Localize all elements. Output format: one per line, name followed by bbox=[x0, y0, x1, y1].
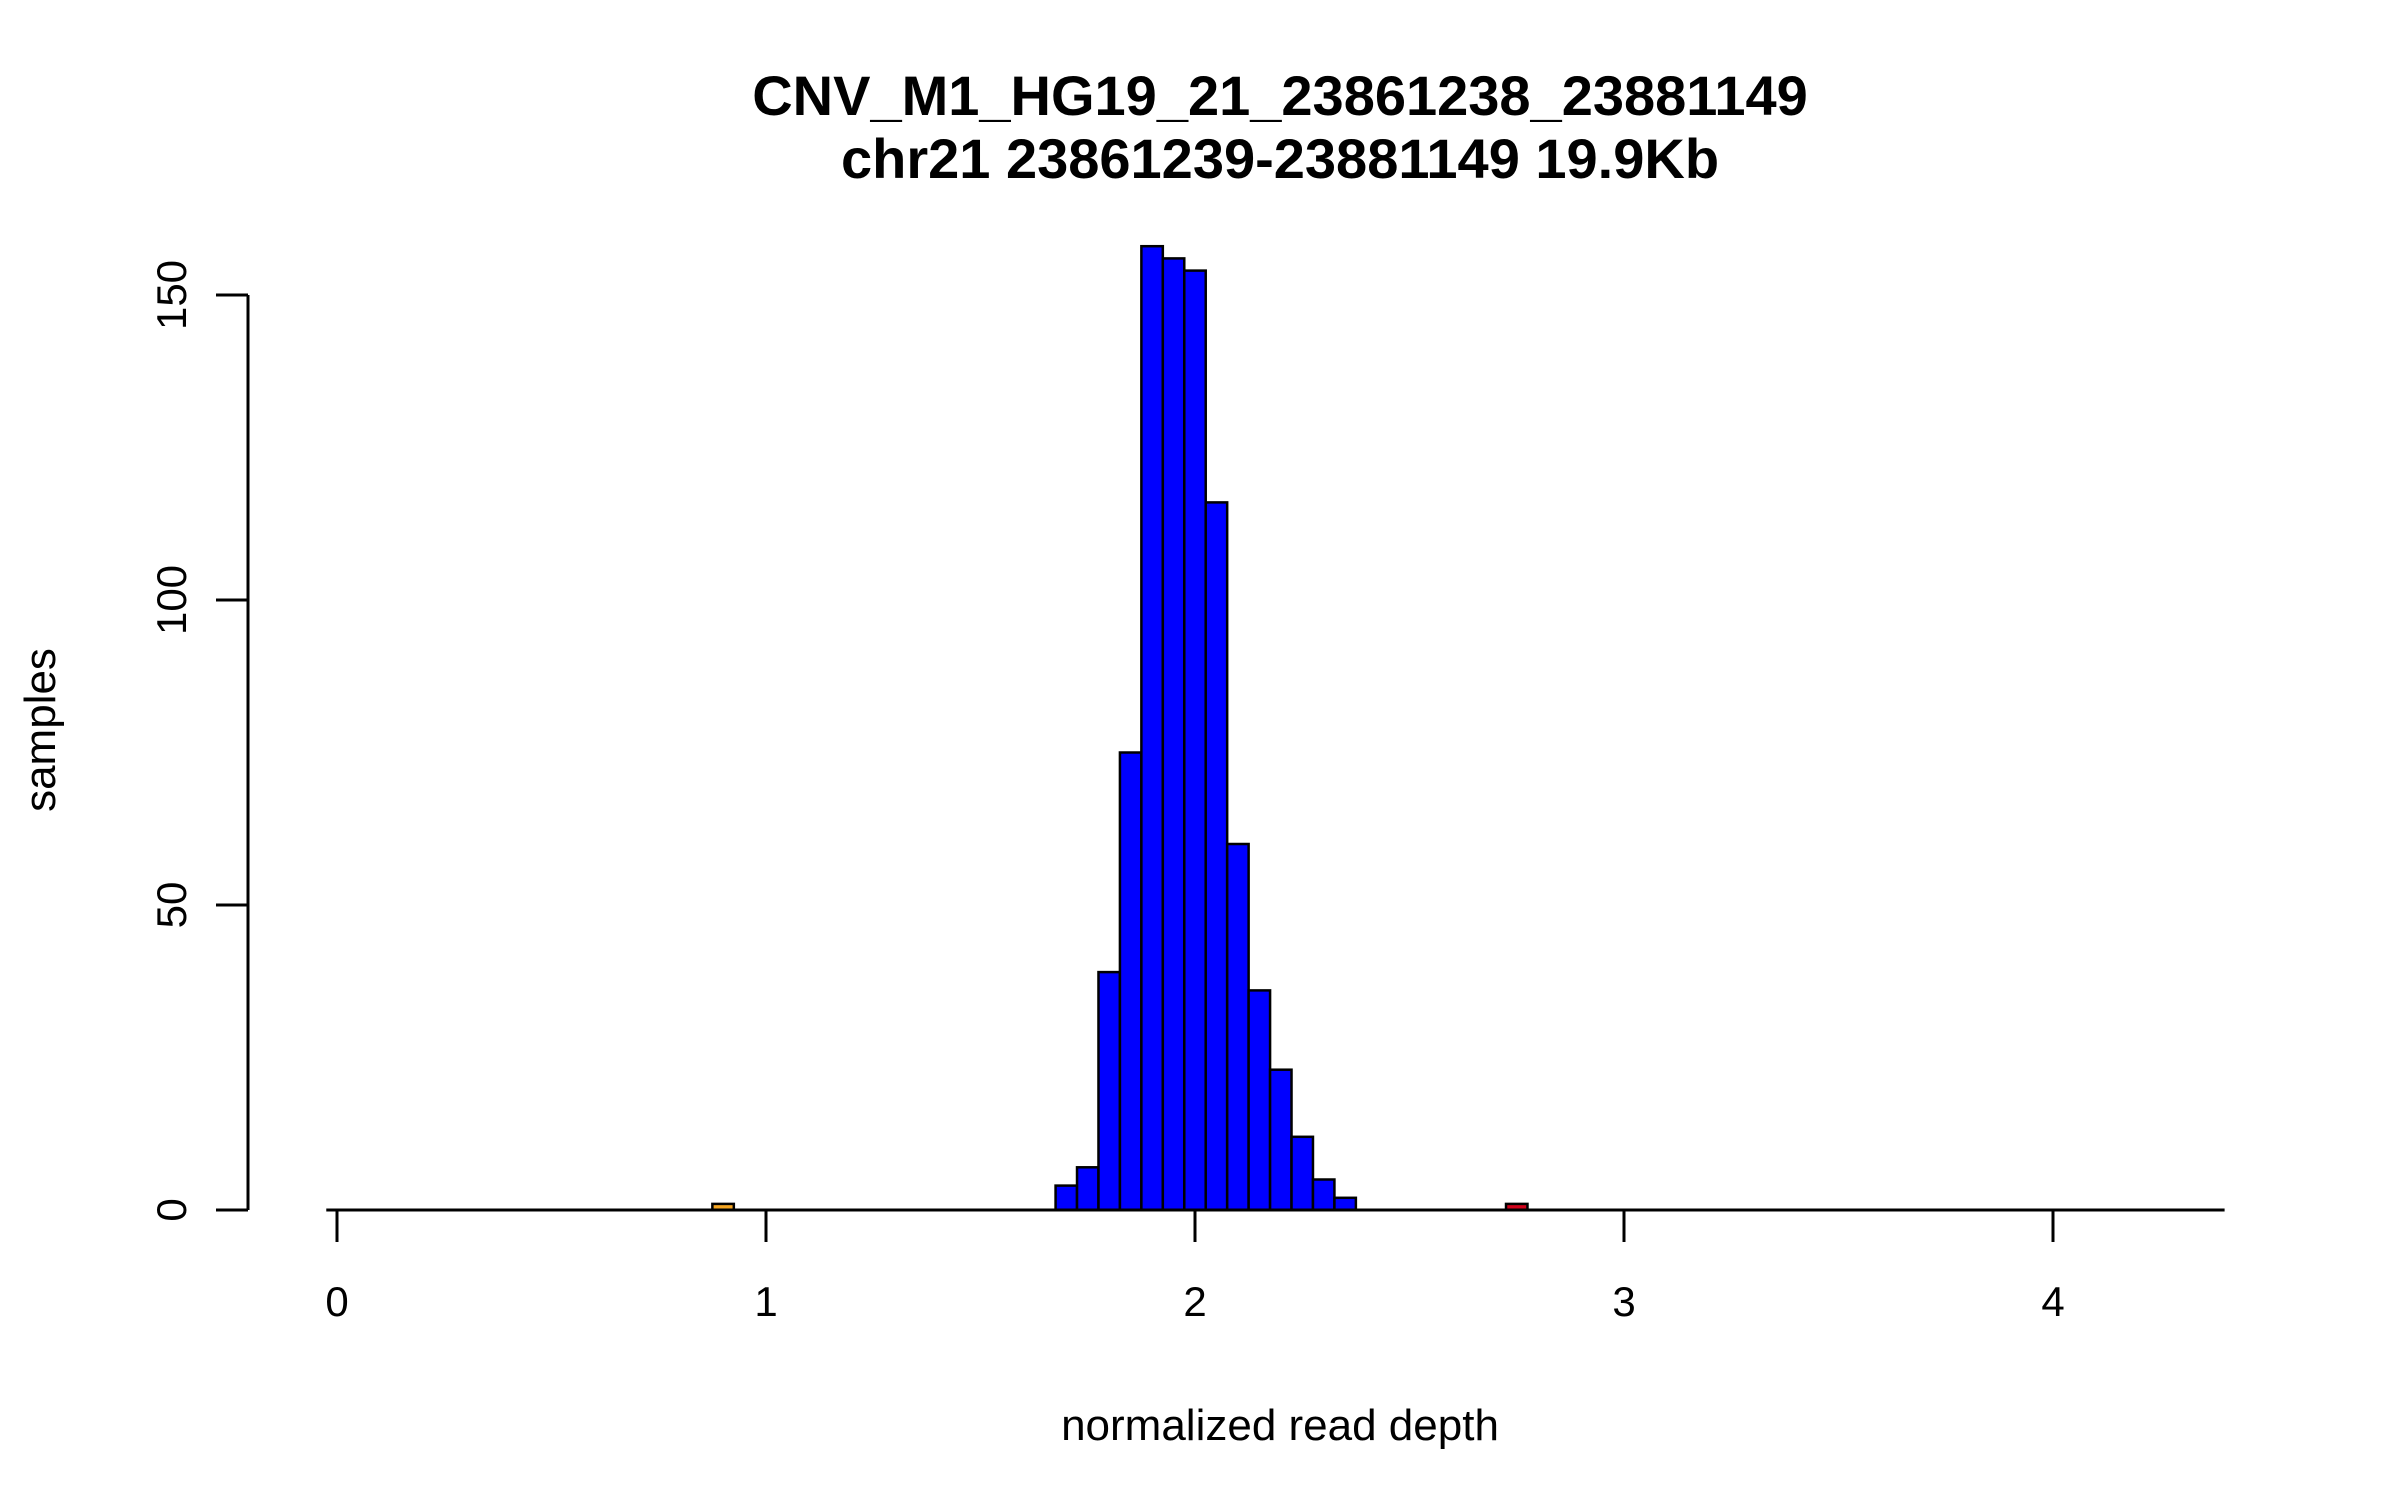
x-axis: 0 1 2 3 4 bbox=[325, 1210, 2065, 1325]
x-tick-label: 3 bbox=[1612, 1278, 1635, 1325]
histogram-bar bbox=[1161, 257, 1186, 1212]
histogram-bar bbox=[1311, 1178, 1336, 1212]
histogram-bars bbox=[711, 244, 1529, 1212]
x-axis-label: normalized read depth bbox=[1061, 1401, 1499, 1450]
y-tick-label: 100 bbox=[148, 565, 195, 635]
x-tick-label: 4 bbox=[2041, 1278, 2064, 1325]
chart-title: CNV_M1_HG19_21_23861238_23881149 bbox=[752, 64, 1808, 127]
chart-subtitle: chr21 23861239-23881149 19.9Kb bbox=[841, 127, 1719, 190]
x-tick-label: 1 bbox=[754, 1278, 777, 1325]
histogram-bar bbox=[1290, 1135, 1315, 1212]
histogram-bar bbox=[1075, 1166, 1100, 1212]
histogram-bar bbox=[1268, 1068, 1293, 1212]
y-tick-label: 0 bbox=[148, 1198, 195, 1221]
histogram-bar bbox=[1333, 1196, 1358, 1212]
histogram-bar bbox=[1183, 269, 1207, 1212]
histogram-bar bbox=[1225, 842, 1250, 1212]
histogram-bar bbox=[1204, 501, 1229, 1212]
x-tick-label: 2 bbox=[1183, 1278, 1206, 1325]
histogram-bar bbox=[1247, 989, 1272, 1212]
histogram-bar bbox=[1054, 1184, 1079, 1212]
y-axis: 0 50 100 150 bbox=[148, 260, 250, 1222]
x-tick-label: 0 bbox=[325, 1278, 348, 1325]
y-tick-label: 50 bbox=[148, 882, 195, 929]
histogram-bar bbox=[1097, 970, 1122, 1212]
histogram-bar bbox=[1118, 751, 1143, 1212]
y-tick-label: 150 bbox=[148, 260, 195, 330]
y-axis-label: samples bbox=[16, 648, 65, 812]
histogram-bar bbox=[1140, 244, 1165, 1212]
